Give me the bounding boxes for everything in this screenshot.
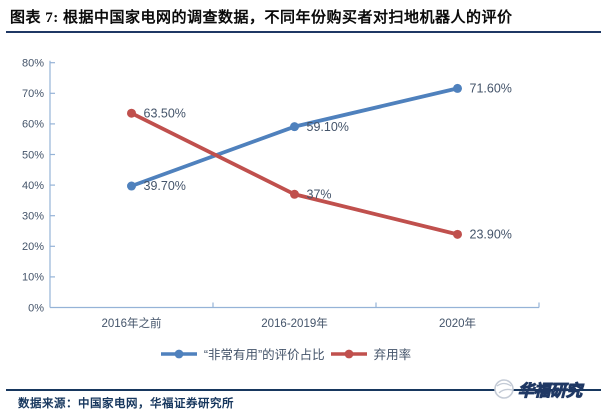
y-tick-label: 20%: [22, 241, 44, 253]
data-point-marker: [127, 108, 136, 118]
legend-label: 弃用率: [373, 348, 412, 362]
data-point-label: 63.50%: [144, 106, 186, 120]
data-point-marker: [290, 189, 299, 199]
x-category-label: 2016-2019年: [261, 316, 328, 330]
data-point-label: 37%: [307, 187, 332, 201]
legend-item: 弃用率: [330, 344, 412, 363]
data-point-label: 23.90%: [470, 228, 512, 242]
figure-title: 图表 7: 根据中国家电网的调查数据，不同年份购买者对扫地机器人的评价: [10, 10, 513, 26]
data-point-label: 59.10%: [307, 120, 349, 134]
chart-legend: “非常有用”的评价占比 弃用率: [0, 344, 607, 363]
watermark-text: 华福研究: [517, 383, 583, 401]
watermark: 华福研究: [492, 377, 583, 401]
y-tick-label: 60%: [22, 119, 44, 131]
y-tick-label: 70%: [22, 88, 44, 100]
x-category-label: 2016年之前: [101, 316, 161, 330]
series-line: [129, 111, 460, 237]
legend-marker-icon: [160, 349, 197, 358]
data-point-label: 39.70%: [144, 179, 186, 193]
y-tick-label: 10%: [22, 272, 44, 284]
footer-divider: [6, 389, 601, 391]
data-point-marker: [453, 83, 462, 93]
y-tick-label: 40%: [22, 180, 44, 192]
data-point-label: 71.60%: [470, 82, 512, 96]
title-divider: [6, 31, 601, 33]
legend-label: “非常有用”的评价占比: [203, 348, 325, 362]
data-source: 数据来源：中国家电网，华福证券研究所: [18, 398, 234, 410]
y-tick-label: 30%: [22, 211, 44, 223]
y-tick-label: 80%: [22, 58, 44, 70]
data-point-marker: [453, 229, 462, 239]
huafu-logo-icon: [494, 379, 514, 399]
data-point-marker: [290, 122, 299, 132]
data-point-marker: [127, 181, 136, 191]
legend-marker-icon: [330, 349, 367, 358]
x-category-label: 2020年: [439, 316, 476, 330]
y-tick-label: 0%: [28, 302, 44, 314]
legend-item: “非常有用”的评价占比: [160, 344, 325, 363]
y-tick-label: 50%: [22, 149, 44, 161]
